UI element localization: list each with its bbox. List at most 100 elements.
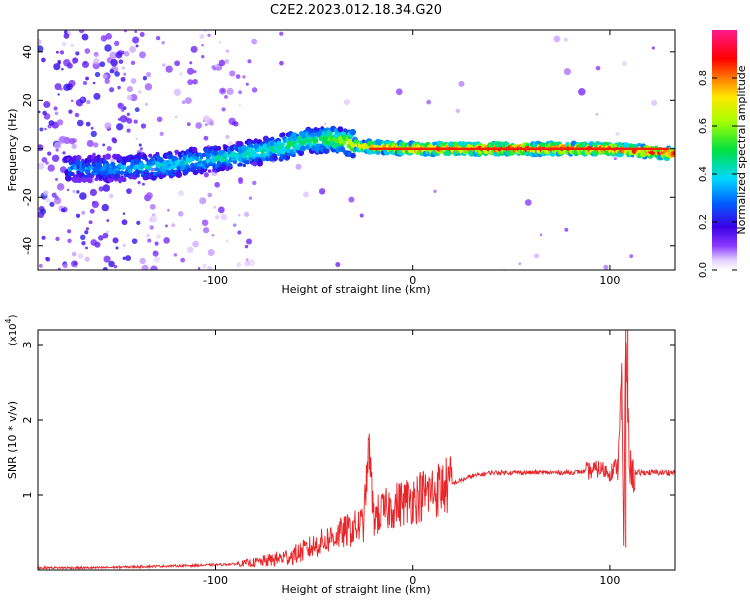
noise-dot (218, 59, 226, 67)
noise-dot (140, 123, 147, 129)
noise-dot (207, 248, 215, 256)
noise-dot (150, 167, 155, 172)
noise-dot (247, 59, 252, 64)
ridge-dot (281, 141, 286, 146)
noise-dot (165, 65, 173, 73)
noise-dot (595, 65, 601, 71)
spectrogram-y-axis-label: Frequency (Hz) (6, 109, 19, 192)
noise-dot (180, 257, 186, 263)
ridge-dot (226, 160, 231, 165)
noise-dot (202, 115, 211, 123)
noise-dot (90, 126, 94, 130)
noise-dot (318, 188, 326, 195)
ridge-dot (75, 176, 83, 184)
noise-dot (58, 136, 66, 144)
noise-dot (149, 203, 156, 210)
noise-dot (173, 253, 178, 257)
noise-dot (115, 51, 123, 59)
ridge-dot (122, 177, 126, 182)
noise-dot (61, 42, 67, 47)
noise-dot (66, 83, 73, 91)
noise-dot (203, 227, 210, 234)
noise-dot (84, 48, 91, 54)
ridge-dot (245, 160, 250, 165)
colorbar-tick-label: 0.2 (698, 214, 709, 230)
noise-dot (44, 127, 47, 131)
noise-dot (104, 122, 112, 130)
noise-dot (244, 260, 251, 267)
noise-dot (121, 66, 125, 70)
noise-dot (77, 253, 84, 259)
noise-dot (139, 51, 146, 59)
ridge-dot (147, 167, 151, 171)
noise-dot (126, 128, 131, 133)
noise-dot (102, 184, 111, 192)
noise-dot (171, 223, 176, 228)
noise-dot (80, 97, 84, 101)
ridge-dot (337, 126, 344, 133)
noise-dot (147, 238, 152, 243)
noise-dot (302, 191, 310, 198)
noise-dot (201, 219, 209, 226)
noise-dot (92, 81, 96, 85)
noise-dot (81, 60, 90, 69)
spectrogram-x-axis-label: Height of straight line (km) (281, 283, 430, 296)
ridge-dot (303, 137, 309, 143)
ridge-dot (300, 145, 307, 152)
noise-dot (94, 71, 101, 78)
noise-dot (79, 192, 87, 200)
noise-dot (142, 76, 148, 81)
ridge-dot (156, 174, 160, 178)
noise-dot (78, 30, 85, 34)
noise-dot (47, 151, 52, 156)
snr-panel: -100 0 100 1 2 3 Height of straight line (km)… (4, 314, 676, 596)
noise-dot (207, 266, 213, 270)
noise-dot (524, 199, 532, 206)
noise-dot (145, 71, 152, 78)
noise-dot (67, 238, 72, 243)
noise-dot (167, 208, 170, 212)
noise-dot (150, 265, 158, 270)
noise-dot (123, 30, 127, 33)
ridge-dot (526, 143, 530, 147)
noise-dot (156, 116, 163, 123)
ridge-dot (197, 152, 202, 157)
noise-dot (80, 234, 86, 241)
ridge-dot (110, 161, 116, 167)
noise-dot (116, 123, 124, 131)
noise-dot (90, 130, 97, 138)
noise-dot (162, 63, 166, 67)
ridge-dot (350, 129, 356, 135)
noise-dot (211, 233, 215, 237)
ridge-dot (178, 156, 183, 161)
spectrogram-panel: -100 0 100 -40 -20 0 20 40 Height of straight l… (6, 29, 676, 296)
noise-dot (225, 49, 230, 53)
noise-dot (84, 256, 90, 262)
noise-dot (89, 208, 95, 214)
noise-dot (224, 59, 230, 64)
noise-dot (55, 177, 58, 181)
noise-dot (458, 80, 465, 87)
ridge-dot (249, 143, 254, 149)
spectrogram-frame (37, 29, 676, 271)
noise-dot (134, 30, 138, 34)
noise-dot (73, 261, 78, 266)
x-tick-label: 100 (599, 574, 620, 587)
noise-dot (106, 230, 109, 234)
colorbar-tick-label: 0.4 (698, 166, 709, 182)
noise-dot (217, 206, 225, 214)
noise-dot (76, 190, 80, 194)
snr-y-unit-prefix: (x10 (8, 323, 19, 346)
noise-dot (39, 127, 44, 132)
x-tick-label: 0 (409, 274, 416, 287)
ridge-dot (92, 163, 96, 168)
noise-dot (533, 253, 540, 259)
noise-dot (156, 234, 161, 239)
ridge-dot (620, 153, 624, 157)
noise-dot (109, 87, 115, 93)
colorbar-tick-label: 0.8 (698, 70, 709, 86)
snr-line (38, 342, 675, 570)
noise-dot (85, 121, 91, 127)
ridge-dot (95, 162, 103, 170)
ridge-dot (138, 162, 146, 170)
